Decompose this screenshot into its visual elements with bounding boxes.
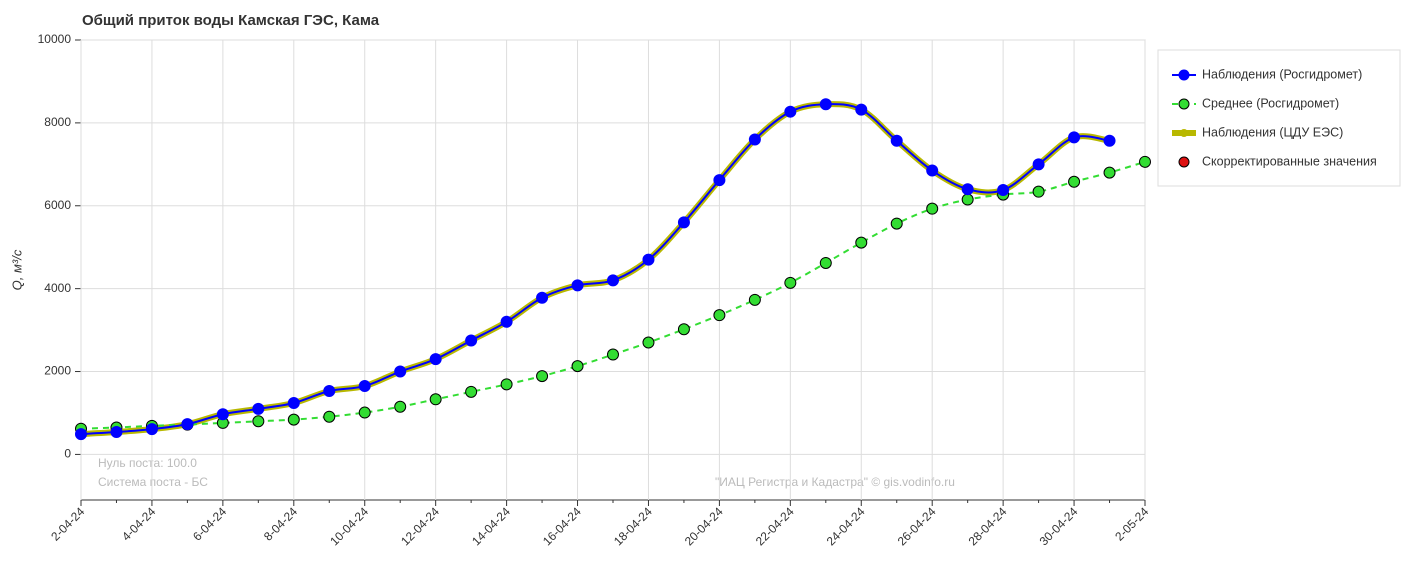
data-point xyxy=(110,426,123,439)
data-point xyxy=(181,418,194,431)
data-point xyxy=(819,98,832,111)
data-point xyxy=(358,406,371,419)
data-point xyxy=(642,336,655,349)
legend-box xyxy=(1157,49,1401,187)
series-line xyxy=(80,103,1110,436)
data-point xyxy=(607,348,619,361)
data-point xyxy=(1103,166,1116,179)
x-tick-label: 24-04-24 xyxy=(824,504,868,548)
data-point xyxy=(571,279,584,292)
data-point xyxy=(287,413,300,426)
data-point xyxy=(429,393,442,406)
data-point xyxy=(677,323,690,336)
y-tick-label: 2000 xyxy=(44,364,71,378)
legend-swatch xyxy=(1180,129,1188,137)
x-tick-label: 28-04-24 xyxy=(966,504,1010,548)
x-tick-label: 2-04-24 xyxy=(48,504,87,543)
data-point xyxy=(465,334,478,347)
y-axis-label: Q, м³/с xyxy=(9,249,24,290)
data-point xyxy=(252,402,265,415)
y-tick-label: 6000 xyxy=(44,198,71,212)
legend-label: Среднее (Росгидромет) xyxy=(1202,96,1339,110)
x-tick-label: 14-04-24 xyxy=(469,504,513,548)
legend-label: Наблюдения (ЦДУ ЕЭС) xyxy=(1202,125,1343,139)
x-tick-label: 4-04-24 xyxy=(119,504,158,543)
data-point xyxy=(890,134,903,147)
y-tick-label: 10000 xyxy=(38,32,72,46)
x-tick-label: 12-04-24 xyxy=(398,504,442,548)
data-point xyxy=(500,315,513,328)
data-point xyxy=(394,400,407,413)
data-point xyxy=(855,236,868,249)
data-point xyxy=(819,256,832,269)
data-point xyxy=(642,253,655,266)
data-point xyxy=(252,415,265,428)
y-tick-label: 4000 xyxy=(44,281,71,295)
x-tick-label: 8-04-24 xyxy=(261,504,300,543)
data-point xyxy=(926,202,939,215)
data-point xyxy=(677,216,690,229)
legend-swatch xyxy=(1178,98,1190,110)
data-point xyxy=(429,353,442,366)
annotation: Нуль поста: 100.0 xyxy=(98,456,197,470)
data-point xyxy=(713,309,726,322)
data-point xyxy=(465,385,478,398)
legend-label: Наблюдения (Росгидромет) xyxy=(1202,67,1362,81)
x-tick-label: 20-04-24 xyxy=(682,504,726,548)
data-point xyxy=(323,385,336,398)
x-tick-label: 26-04-24 xyxy=(895,504,939,548)
annotation: Система поста - БС xyxy=(98,475,208,489)
y-tick-label: 0 xyxy=(64,447,71,461)
series-line xyxy=(80,160,1146,430)
data-point xyxy=(961,183,974,196)
plot-area xyxy=(80,39,1146,501)
data-point xyxy=(1032,158,1045,171)
data-point xyxy=(1103,134,1116,147)
x-tick-label: 2-05-24 xyxy=(1112,504,1151,543)
data-point xyxy=(287,397,300,410)
chart-title: Общий приток воды Камская ГЭС, Кама xyxy=(82,12,380,29)
data-point xyxy=(997,184,1010,197)
data-point xyxy=(961,193,974,206)
data-point xyxy=(358,380,371,393)
data-point xyxy=(394,365,407,378)
legend-swatch xyxy=(1178,69,1190,81)
data-point xyxy=(890,217,903,230)
data-point xyxy=(145,423,158,436)
x-tick-label: 18-04-24 xyxy=(611,504,655,548)
x-tick-label: 6-04-24 xyxy=(190,504,229,543)
data-point xyxy=(784,276,797,289)
legend-swatch xyxy=(1178,156,1190,168)
data-point xyxy=(1068,175,1081,188)
legend-label: Скорректированные значения xyxy=(1202,154,1377,168)
data-point xyxy=(216,408,229,421)
data-point xyxy=(1032,185,1045,198)
data-point xyxy=(855,103,868,116)
data-point xyxy=(536,370,549,383)
data-point xyxy=(926,164,939,177)
series-line xyxy=(80,101,1111,438)
data-point xyxy=(1139,155,1151,168)
data-point xyxy=(607,274,619,287)
data-point xyxy=(323,410,336,423)
x-tick-label: 10-04-24 xyxy=(327,504,371,548)
data-point xyxy=(500,378,513,391)
data-point xyxy=(784,105,797,118)
data-point xyxy=(748,293,761,306)
data-point xyxy=(748,133,761,146)
x-tick-label: 22-04-24 xyxy=(753,504,797,548)
y-tick-label: 8000 xyxy=(44,115,71,129)
data-point xyxy=(536,291,549,304)
data-point xyxy=(1068,131,1081,144)
data-point xyxy=(75,428,87,441)
x-tick-label: 16-04-24 xyxy=(540,504,584,548)
data-point xyxy=(713,174,726,187)
x-tick-label: 30-04-24 xyxy=(1037,504,1081,548)
data-point xyxy=(571,360,584,373)
watermark: "ИАЦ Регистра и Кадастра" © gis.vodinfo.… xyxy=(715,475,955,489)
